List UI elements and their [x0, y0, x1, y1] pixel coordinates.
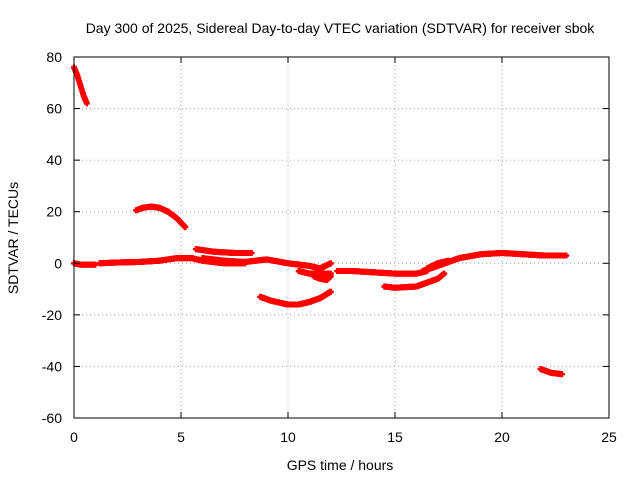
data-point: [327, 288, 334, 295]
series-arc-13: [424, 257, 452, 272]
y-tick-label: -60: [42, 410, 62, 426]
chart-title: Day 300 of 2025, Sidereal Day-to-day VTE…: [86, 20, 596, 36]
y-tick-label: 80: [46, 49, 62, 65]
data-points: [71, 64, 570, 378]
y-tick-label: 60: [46, 101, 62, 117]
series-arc-9: [310, 273, 334, 284]
series-arc-5: [192, 246, 255, 256]
y-axis-label: SDTVAR / TECUs: [5, 182, 21, 294]
x-tick-label: 25: [601, 429, 617, 445]
x-tick-label: 0: [70, 429, 78, 445]
data-point: [83, 100, 90, 107]
series-arc-7: [257, 288, 334, 308]
series-arc-14: [537, 366, 565, 378]
axis-ticks: [73, 56, 610, 419]
y-tick-label: 40: [46, 152, 62, 168]
x-tick-label: 15: [387, 429, 403, 445]
y-tick-label: -40: [42, 358, 62, 374]
data-point: [327, 273, 334, 280]
x-tick-labels: 0 5 10 15 20 25: [70, 429, 617, 445]
data-point: [558, 371, 565, 378]
y-tick-label: -20: [42, 307, 62, 323]
data-point: [182, 224, 189, 231]
x-tick-label: 10: [280, 429, 296, 445]
y-tick-label: 20: [46, 204, 62, 220]
data-point: [441, 270, 448, 277]
series-arc-4: [133, 203, 189, 231]
grid-lines: [74, 57, 609, 418]
data-point: [327, 260, 334, 267]
y-tick-labels: -60 -40 -20 0 20 40 60 80: [42, 49, 62, 426]
x-tick-label: 5: [177, 429, 185, 445]
x-tick-label: 20: [494, 429, 510, 445]
series-arc-11: [381, 270, 448, 291]
data-point: [92, 261, 99, 268]
series-arc-2: [71, 260, 99, 268]
series-arc-10: [334, 268, 431, 277]
data-point: [248, 249, 255, 256]
data-point: [445, 257, 452, 264]
series-arc-6: [199, 255, 334, 272]
x-axis-label: GPS time / hours: [287, 457, 394, 473]
y-tick-label: 0: [54, 255, 62, 271]
plot-frame: [73, 56, 610, 419]
data-point: [563, 252, 570, 259]
